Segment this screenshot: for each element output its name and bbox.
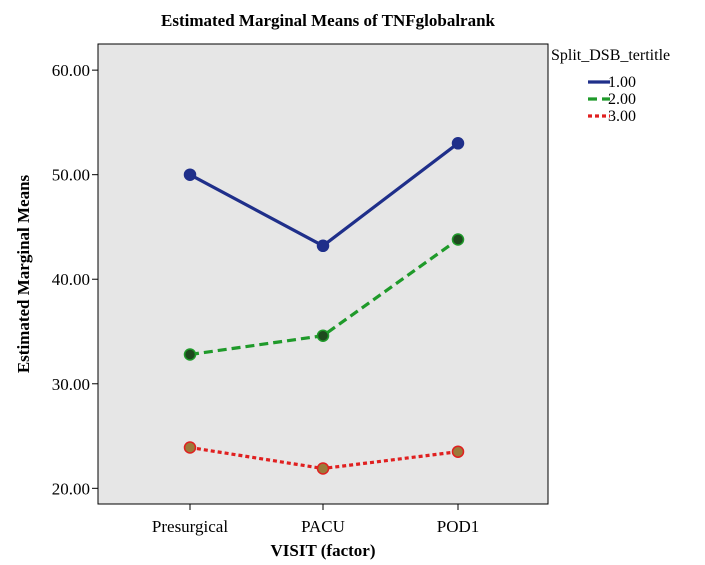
y-tick-label: 20.00 (52, 479, 90, 498)
data-point (316, 239, 330, 253)
y-axis-label: Estimated Marginal Means (14, 174, 33, 373)
x-tick-label: Presurgical (152, 517, 228, 536)
legend-label: 1.00 (608, 74, 636, 91)
data-point (451, 445, 465, 458)
y-tick-label: 30.00 (52, 375, 90, 394)
y-tick-label: 60.00 (52, 61, 90, 80)
data-point (316, 462, 330, 475)
data-point (183, 441, 197, 454)
x-axis-label: VISIT (factor) (271, 541, 376, 560)
x-tick-label: PACU (301, 517, 345, 536)
legend-label: 3.00 (608, 108, 636, 125)
y-axis-ticks: 20.00 30.00 40.00 50.00 60.00 (52, 61, 98, 498)
legend-label: 2.00 (608, 91, 636, 108)
legend: Split_DSB_tertitle 1.002.003.00 (551, 47, 670, 125)
data-point (183, 168, 197, 181)
y-tick-label: 40.00 (52, 270, 90, 289)
data-point (316, 329, 330, 342)
chart-title: Estimated Marginal Means of TNFglobalran… (161, 11, 496, 30)
legend-title: Split_DSB_tertitle (551, 47, 670, 64)
legend-items: 1.002.003.00 (588, 74, 636, 125)
x-tick-label: POD1 (437, 517, 480, 536)
data-point (183, 348, 197, 361)
plot-area (97, 43, 549, 505)
x-axis-ticks: Presurgical PACU POD1 (152, 504, 479, 536)
data-point (451, 137, 465, 150)
data-point (451, 233, 465, 246)
y-tick-label: 50.00 (52, 166, 90, 185)
series-points (183, 137, 465, 475)
